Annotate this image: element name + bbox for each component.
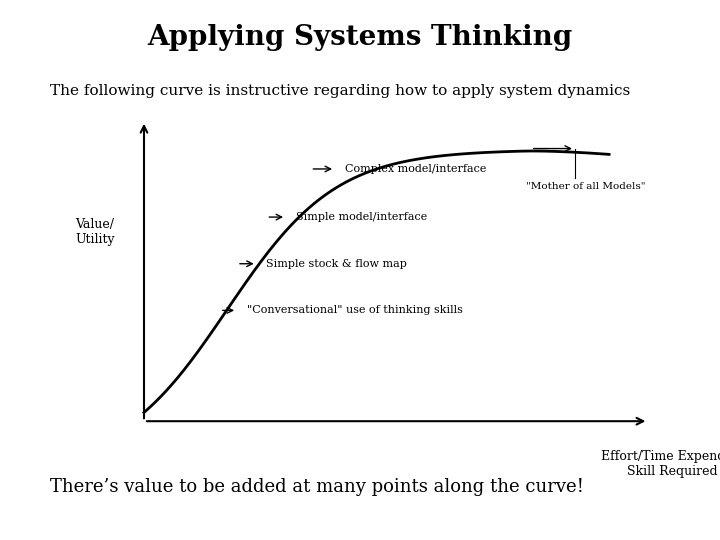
Text: "Mother of all Models": "Mother of all Models" [526,182,645,191]
Text: Simple model/interface: Simple model/interface [296,212,427,222]
Text: The following curve is instructive regarding how to apply system dynamics: The following curve is instructive regar… [50,84,631,98]
Text: Value/
Utility: Value/ Utility [75,218,115,246]
Text: Applying Systems Thinking: Applying Systems Thinking [148,24,572,51]
Text: Simple stock & flow map: Simple stock & flow map [266,259,408,269]
Text: Effort/Time Expended;
Skill Required: Effort/Time Expended; Skill Required [600,450,720,478]
Text: "Conversational" use of thinking skills: "Conversational" use of thinking skills [247,306,463,315]
Text: Complex model/interface: Complex model/interface [345,164,486,174]
Text: There’s value to be added at many points along the curve!: There’s value to be added at many points… [50,478,585,496]
